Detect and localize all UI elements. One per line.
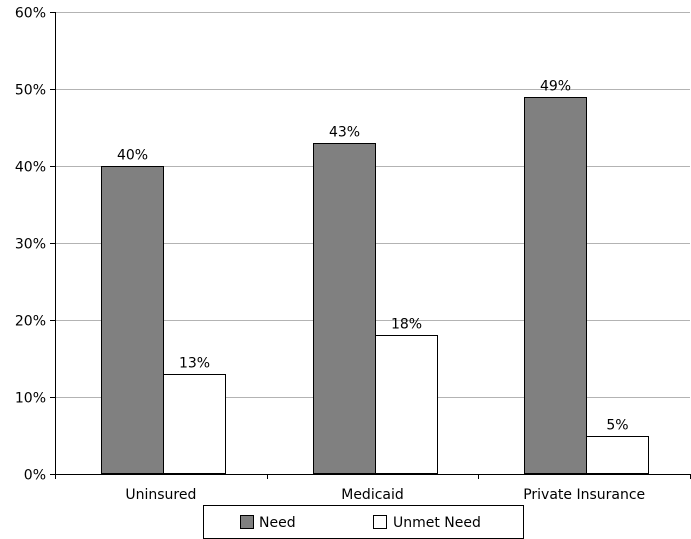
x-category-label-1: Medicaid — [341, 487, 404, 503]
bar-need-2 — [524, 97, 587, 474]
y-tick-label-3: 30% — [15, 237, 46, 253]
bar-need-0 — [101, 166, 164, 474]
legend-label-need: Need — [259, 515, 296, 531]
legend-swatch-need — [240, 515, 254, 529]
data-label-need-1: 43% — [329, 125, 360, 141]
labels: 0% 10% 20% 30% 40% 50% 60% 40% 13% Uninsured 43% 18… — [15, 6, 645, 504]
y-tick-label-6: 60% — [15, 6, 46, 22]
bar-unmet-need-0 — [163, 374, 226, 474]
bar-unmet-need-1 — [375, 335, 438, 474]
legend-label-unmet-need: Unmet Need — [393, 515, 481, 531]
data-label-need-2: 49% — [540, 79, 571, 95]
x-category-label-2: Private Insurance — [523, 487, 645, 503]
y-tick-label-1: 10% — [15, 391, 46, 407]
legend-box — [203, 505, 524, 539]
data-label-unmet-need-1: 18% — [391, 317, 422, 333]
data-label-unmet-need-2: 5% — [606, 418, 628, 434]
data-label-need-0: 40% — [117, 148, 148, 164]
data-label-unmet-need-0: 13% — [179, 356, 210, 372]
legend: Need Unmet Need — [203, 505, 524, 539]
bars — [101, 97, 649, 474]
x-category-label-0: Uninsured — [125, 487, 196, 503]
y-tick-label-5: 50% — [15, 83, 46, 99]
y-tick-label-2: 20% — [15, 314, 46, 330]
axes — [50, 12, 691, 479]
bar-unmet-need-2 — [586, 436, 649, 474]
y-tick-label-4: 40% — [15, 160, 46, 176]
y-tick-label-0: 0% — [24, 468, 46, 484]
legend-swatch-unmet-need — [373, 515, 387, 529]
bar-need-1 — [313, 143, 376, 474]
